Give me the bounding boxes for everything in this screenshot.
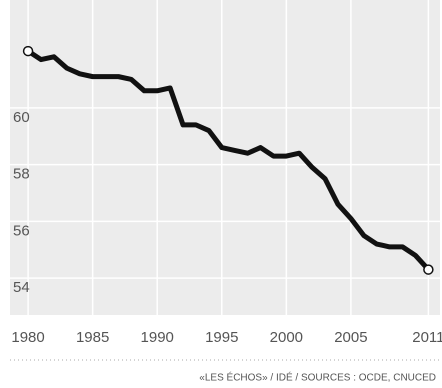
- x-tick-label: 1980: [11, 329, 44, 346]
- x-tick-label: 1990: [141, 329, 174, 346]
- y-tick-label: 60: [13, 109, 30, 126]
- x-tick-label: 2000: [270, 329, 303, 346]
- y-tick-label: 58: [13, 166, 30, 183]
- endpoint-marker: [22, 45, 34, 57]
- x-tick-label: 1995: [205, 329, 238, 346]
- data-line: [26, 48, 431, 272]
- plot-background: [10, 0, 440, 315]
- x-tick-label: 1985: [76, 329, 109, 346]
- y-tick-label: 56: [13, 222, 30, 239]
- x-tick-label: 2011: [412, 329, 442, 346]
- y-tick-label: 54: [13, 279, 30, 296]
- endpoint-marker: [423, 264, 434, 275]
- source: «LES ÉCHOS» / IDÉ / SOURCES : OCDE, CNUC…: [199, 371, 436, 384]
- x-tick-label: 2005: [334, 329, 367, 346]
